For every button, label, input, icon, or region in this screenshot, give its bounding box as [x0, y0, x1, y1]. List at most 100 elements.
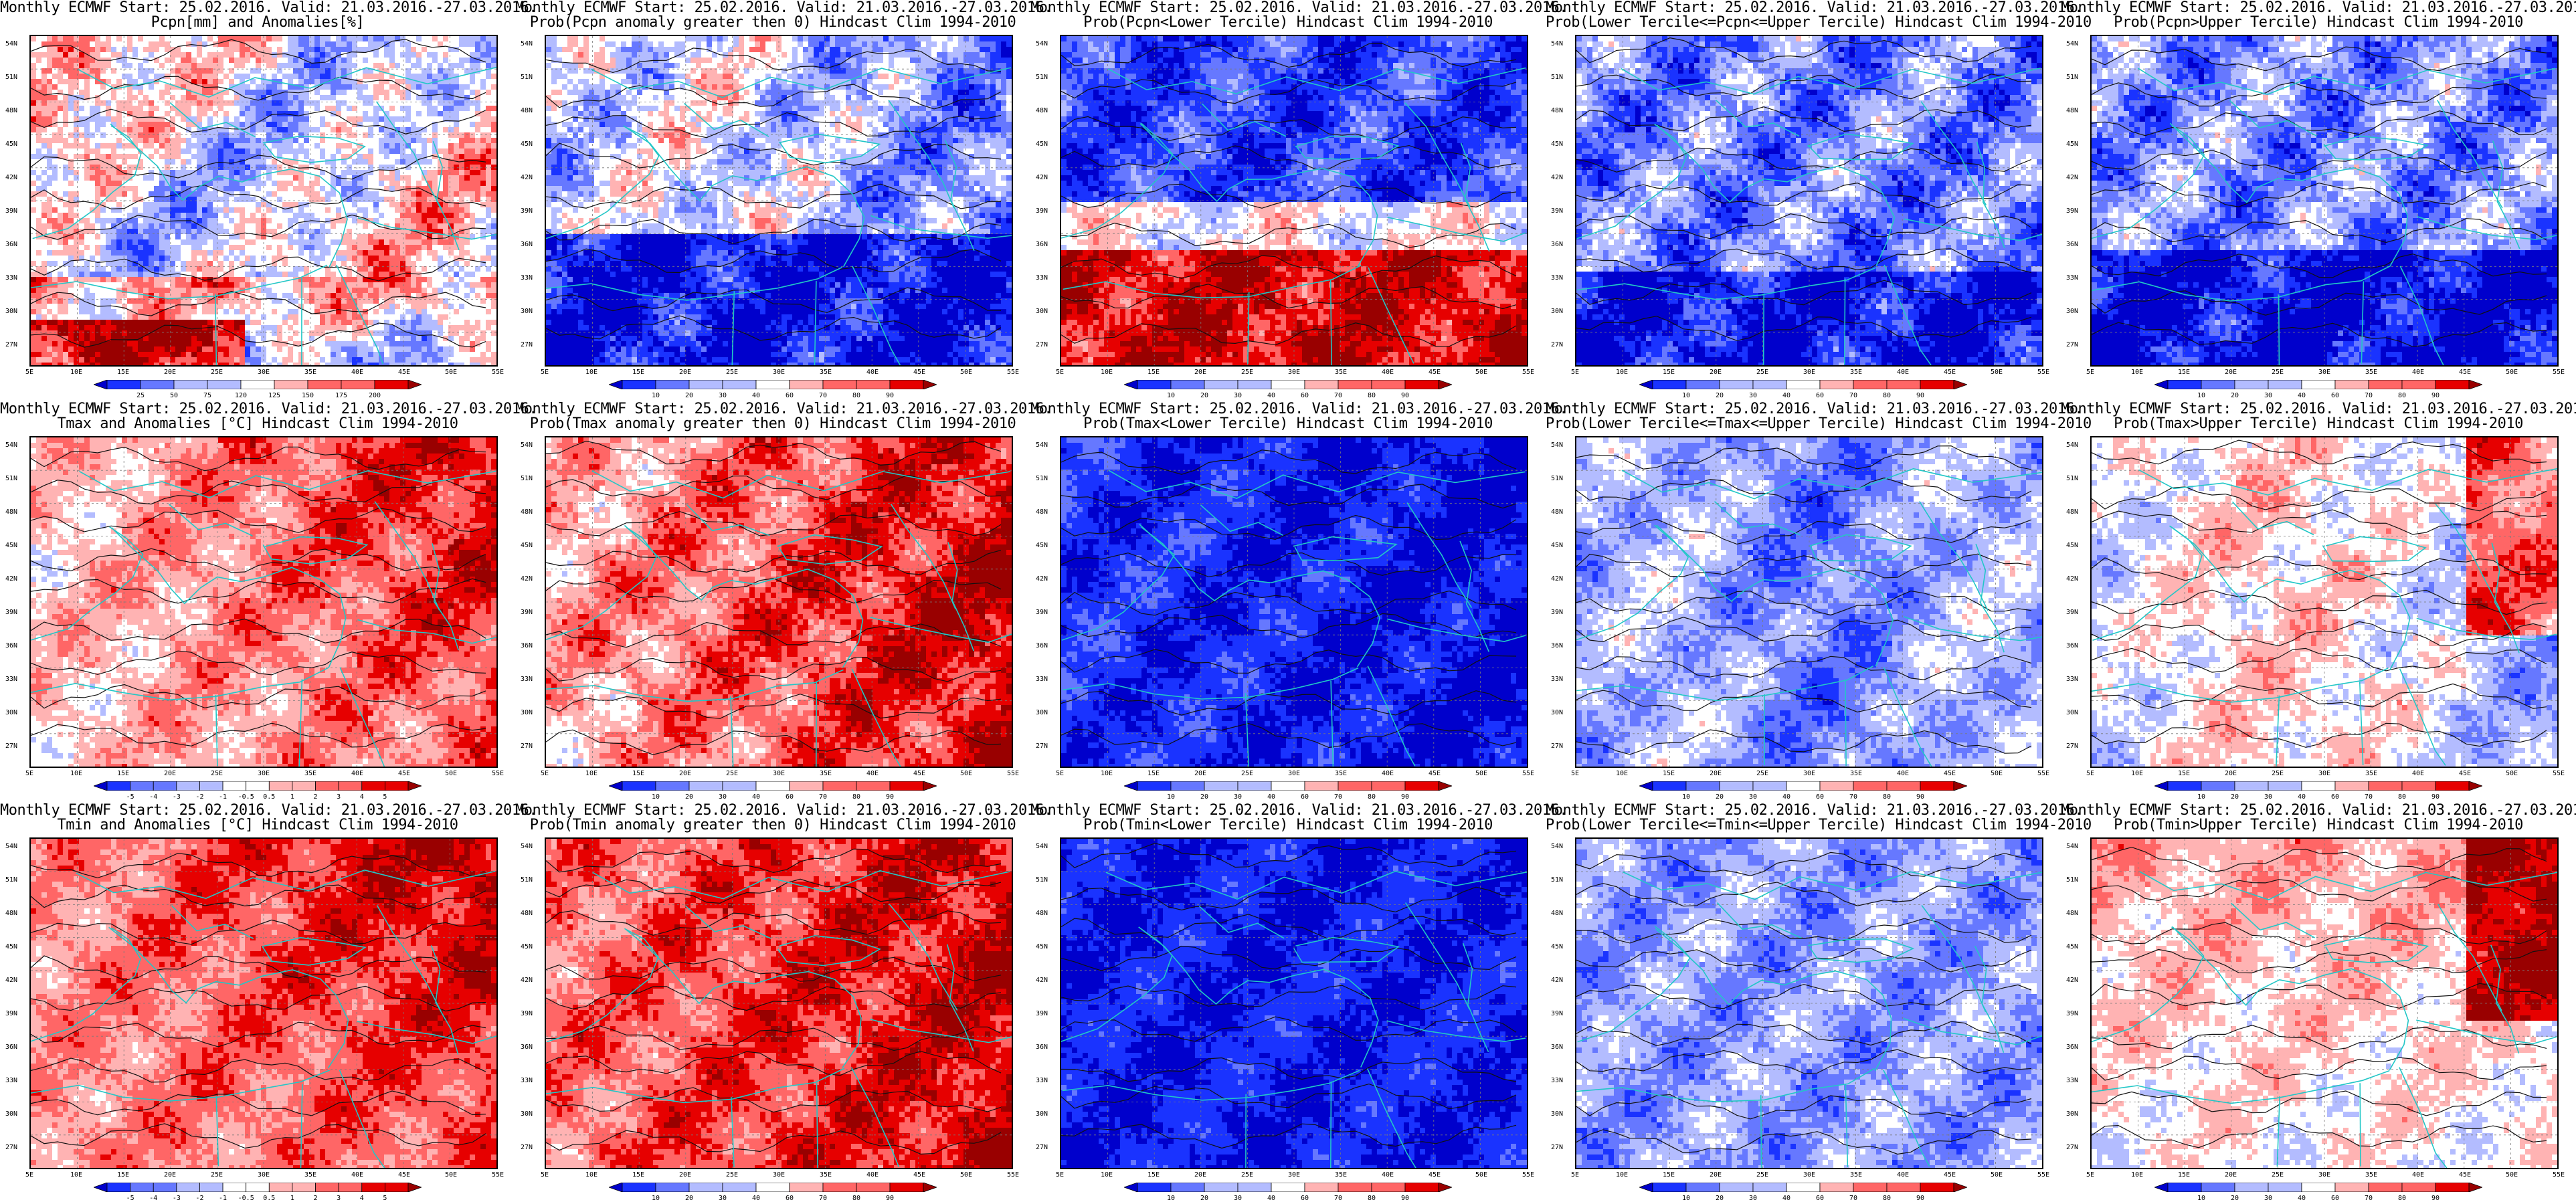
latitude-tick-label: 45N	[521, 140, 533, 148]
colorbar-label: 0.5	[263, 1195, 275, 1203]
longitude-tick-label: 10E	[585, 770, 597, 778]
longitude-tick-label: 45E	[2459, 1171, 2471, 1179]
latitude-tick-label: 33N	[521, 676, 533, 684]
panel-title-line2: Prob(Tmin>Upper Tercile) Hindcast Clim 1…	[2061, 817, 2576, 833]
latitude-tick-label: 36N	[1551, 241, 1563, 249]
longitude-tick-label: 20E	[679, 369, 691, 377]
longitude-tick-label: 50E	[1475, 770, 1487, 778]
colorbar-label: 40	[1782, 392, 1790, 400]
latitude-tick-label: 33N	[1551, 1077, 1563, 1085]
colorbar-label: -4	[149, 793, 157, 801]
colorbar-label: 90	[1916, 793, 1924, 801]
colorbar-label: 10	[1167, 392, 1175, 400]
colorbar	[94, 781, 422, 791]
colorbar-label: 10	[652, 392, 660, 400]
longitude-tick-label: 20E	[679, 770, 691, 778]
longitude-tick-label: 55E	[2037, 369, 2049, 377]
latitude-tick-label: 27N	[1036, 1144, 1048, 1152]
longitude-tick-label: 30E	[773, 770, 785, 778]
longitude-tick-label: 30E	[773, 369, 785, 377]
longitude-tick-label: 55E	[1522, 369, 1534, 377]
colorbar-label: 80	[1883, 392, 1891, 400]
field-map-svg	[31, 839, 496, 1168]
colorbar-label: 5	[383, 793, 387, 801]
colorbar-label: 10	[1682, 793, 1690, 801]
forecast-map	[2090, 837, 2559, 1169]
latitude-tick-label: 36N	[521, 241, 533, 249]
latitude-tick-label: 54N	[521, 40, 533, 48]
colorbar-label: 120	[235, 392, 247, 400]
longitude-tick-label: 25E	[1241, 1171, 1253, 1179]
latitude-tick-label: 30N	[5, 1110, 17, 1118]
longitude-tick-label: 40E	[866, 369, 879, 377]
longitude-tick-label: 55E	[492, 1171, 504, 1179]
colorbar-label: 125	[268, 392, 280, 400]
latitude-tick-label: 48N	[2066, 508, 2078, 516]
longitude-tick-label: 45E	[1944, 770, 1956, 778]
field-map-svg	[1576, 839, 2042, 1168]
panel-title-line2: Prob(Pcpn<Lower Tercile) Hindcast Clim 1…	[1030, 15, 1546, 31]
colorbar-label: 20	[1716, 793, 1724, 801]
latitude-tick-label: 48N	[5, 107, 17, 115]
longitude-tick-label: 35E	[1850, 770, 1862, 778]
latitude-tick-label: 45N	[1551, 943, 1563, 951]
latitude-tick-label: 36N	[521, 642, 533, 650]
forecast-map	[2090, 436, 2559, 768]
field-map-svg	[1576, 437, 2042, 767]
latitude-tick-label: 27N	[5, 341, 17, 349]
latitude-tick-label: 30N	[2066, 1110, 2078, 1118]
latitude-tick-label: 33N	[521, 1077, 533, 1085]
latitude-tick-label: 42N	[521, 977, 533, 985]
colorbar	[2154, 781, 2482, 791]
colorbar-label: 4	[360, 793, 364, 801]
longitude-tick-label: 45E	[1429, 369, 1441, 377]
colorbar-label: 3	[337, 793, 341, 801]
longitude-tick-label: 40E	[351, 1171, 363, 1179]
latitude-tick-label: 36N	[2066, 1043, 2078, 1051]
colorbar-label: 80	[1368, 1195, 1376, 1203]
latitude-tick-label: 51N	[1551, 475, 1563, 483]
latitude-tick-label: 48N	[521, 107, 533, 115]
longitude-tick-label: 25E	[2272, 1171, 2284, 1179]
colorbar-label: 90	[886, 1195, 894, 1203]
latitude-tick-label: 45N	[1036, 542, 1048, 550]
latitude-tick-label: 45N	[5, 140, 17, 148]
latitude-tick-label: 42N	[1036, 575, 1048, 583]
colorbar	[609, 781, 937, 791]
longitude-tick-label: 5E	[25, 1171, 33, 1179]
longitude-tick-label: 25E	[2272, 770, 2284, 778]
colorbar-label: 70	[819, 1195, 827, 1203]
latitude-tick-label: 36N	[5, 241, 17, 249]
latitude-tick-label: 30N	[1036, 308, 1048, 316]
longitude-tick-label: 30E	[1288, 1171, 1300, 1179]
colorbar-label: 60	[1301, 392, 1309, 400]
colorbar-label: 60	[1816, 392, 1824, 400]
map-panel: Monthly ECMWF Start: 25.02.2016. Valid: …	[0, 401, 515, 803]
colorbar-label: 90	[886, 392, 894, 400]
longitude-tick-label: 55E	[2553, 1171, 2565, 1179]
latitude-tick-label: 27N	[1551, 742, 1563, 750]
latitude-tick-label: 36N	[1036, 241, 1048, 249]
colorbar-label: 40	[752, 392, 760, 400]
field-map-svg	[1061, 839, 1527, 1168]
longitude-tick-label: 25E	[726, 1171, 738, 1179]
colorbar-label: 20	[2231, 1195, 2239, 1203]
latitude-tick-label: 39N	[5, 609, 17, 617]
latitude-tick-label: 48N	[521, 910, 533, 918]
field-map-svg	[31, 36, 496, 365]
latitude-tick-label: 51N	[5, 876, 17, 884]
panel-title-line2: Prob(Lower Tercile<=Tmin<=Upper Tercile)…	[1546, 817, 2061, 833]
map-panel: Monthly ECMWF Start: 25.02.2016. Valid: …	[515, 401, 1030, 803]
longitude-tick-label: 5E	[1571, 369, 1579, 377]
colorbar	[1124, 781, 1452, 791]
latitude-tick-label: 54N	[1036, 40, 1048, 48]
colorbar-label: -2	[195, 1195, 203, 1203]
map-panel: Monthly ECMWF Start: 25.02.2016. Valid: …	[1546, 401, 2061, 803]
longitude-tick-label: 55E	[1007, 770, 1019, 778]
colorbar-label: 150	[302, 392, 314, 400]
latitude-tick-label: 48N	[1551, 508, 1563, 516]
colorbar-label: 90	[1401, 1195, 1409, 1203]
colorbar-label: 30	[1749, 793, 1757, 801]
colorbar	[1639, 781, 1967, 791]
longitude-tick-label: 15E	[632, 770, 644, 778]
